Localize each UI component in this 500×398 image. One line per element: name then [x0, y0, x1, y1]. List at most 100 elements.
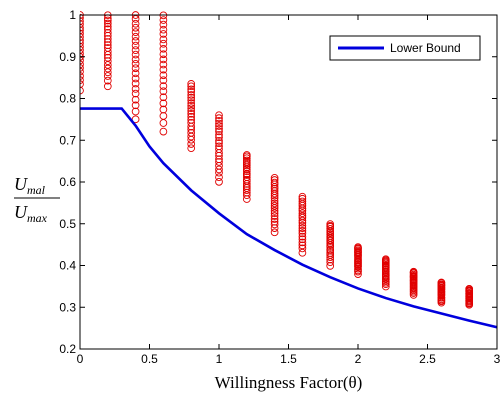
scatter-point [80, 64, 84, 72]
scatter-point [270, 212, 279, 220]
scatter-point [131, 115, 140, 124]
scatter-point [103, 53, 112, 62]
scatter-point [242, 173, 251, 182]
x-tick-label: 0.5 [141, 352, 158, 366]
legend-label: Lower Bound [390, 41, 461, 55]
scatter-point [131, 69, 140, 78]
scatter-point [298, 224, 307, 232]
scatter-point [215, 131, 223, 139]
scatter-point [159, 65, 168, 74]
scatter-point [103, 82, 112, 91]
scatter-point [215, 137, 223, 145]
scatter-point [80, 13, 84, 22]
scatter-point [159, 112, 168, 120]
y-tick-label: 0.9 [59, 50, 76, 64]
scatter-point [131, 95, 140, 104]
scatter-point [187, 82, 196, 91]
scatter-point [270, 199, 279, 208]
scatter-point [159, 105, 168, 114]
scatter-point [159, 35, 168, 44]
scatter-point [80, 23, 84, 32]
y-label-denominator: Umax [14, 202, 48, 225]
scatter-point [103, 72, 112, 80]
scatter-point [298, 241, 307, 250]
scatter-point [159, 20, 168, 29]
scatter-point [131, 28, 140, 36]
scatter-point [187, 91, 196, 99]
scatter-point [298, 221, 307, 230]
scatter-point [80, 17, 84, 26]
scatter-point [242, 154, 251, 163]
scatter-point [131, 79, 140, 88]
scatter-point [215, 177, 223, 186]
scatter-point [270, 173, 279, 182]
scatter-point [131, 59, 140, 68]
scatter-point [215, 125, 223, 133]
y-label-numerator: Umal [14, 174, 46, 197]
scatter-point [215, 139, 223, 147]
scatter-point [187, 80, 196, 88]
scatter-point [242, 195, 251, 203]
scatter-point [159, 16, 168, 24]
scatter-point [215, 142, 223, 151]
scatter-point [187, 93, 196, 102]
scatter-point [270, 178, 279, 187]
scatter-point [159, 39, 168, 48]
scatter-point [187, 112, 196, 121]
scatter-point [215, 145, 223, 153]
scatter-point [80, 56, 84, 65]
scatter-point [187, 104, 196, 113]
scatter-point [131, 55, 140, 64]
y-tick-label: 0.8 [59, 92, 76, 106]
scatter-point [215, 133, 223, 142]
scatter-point [326, 262, 335, 270]
scatter-point [298, 248, 307, 257]
scatter-point [80, 26, 84, 35]
scatter-point [80, 29, 84, 38]
scatter-point [159, 30, 168, 38]
scatter-point [270, 220, 279, 229]
scatter-point [103, 68, 112, 77]
scatter-point [298, 238, 307, 247]
scatter-point [242, 167, 251, 175]
x-axis-label: Willingness Factor(θ) [215, 373, 363, 392]
scatter-point [298, 235, 307, 244]
scatter-point [80, 72, 84, 80]
scatter-point [270, 228, 279, 237]
scatter-point [159, 55, 168, 64]
scatter-point [80, 86, 84, 95]
scatter-point [215, 165, 223, 174]
scatter-point [80, 39, 84, 48]
scatter-point [131, 89, 140, 98]
scatter-point [242, 156, 251, 165]
x-tick-label: 1 [216, 352, 223, 366]
scatter-point [215, 111, 223, 120]
scatter-point [159, 50, 168, 59]
scatter-point [298, 192, 307, 201]
scatter-point [159, 127, 168, 136]
scatter-point [103, 22, 112, 31]
scatter-point [80, 49, 84, 58]
scatter-point [298, 232, 307, 241]
y-tick-label: 0.5 [59, 217, 76, 231]
scatter-point [159, 99, 168, 108]
scatter-point [465, 285, 474, 293]
scatter-point [215, 119, 223, 128]
scatter-point [131, 41, 140, 50]
scatter-point [298, 244, 307, 253]
scatter-point [80, 76, 84, 84]
scatter-point [187, 109, 196, 118]
scatter-point [159, 25, 168, 34]
scatter-point [80, 67, 84, 76]
scatter-point [270, 176, 279, 184]
lower-bound-line [80, 107, 498, 329]
scatter-point [187, 128, 196, 137]
scatter-point [159, 119, 168, 127]
scatter-point [187, 85, 196, 94]
axes: 0 0.5 1 1.5 2 2.5 3 0.2 0.3 0.4 0.5 0.6 0.7 0.8 0.9 1 [59, 8, 500, 366]
scatter-point [326, 220, 335, 228]
scatter-point [103, 25, 112, 34]
scatter-point [131, 32, 140, 41]
scatter-point [187, 115, 196, 124]
scatter-point [326, 251, 335, 259]
